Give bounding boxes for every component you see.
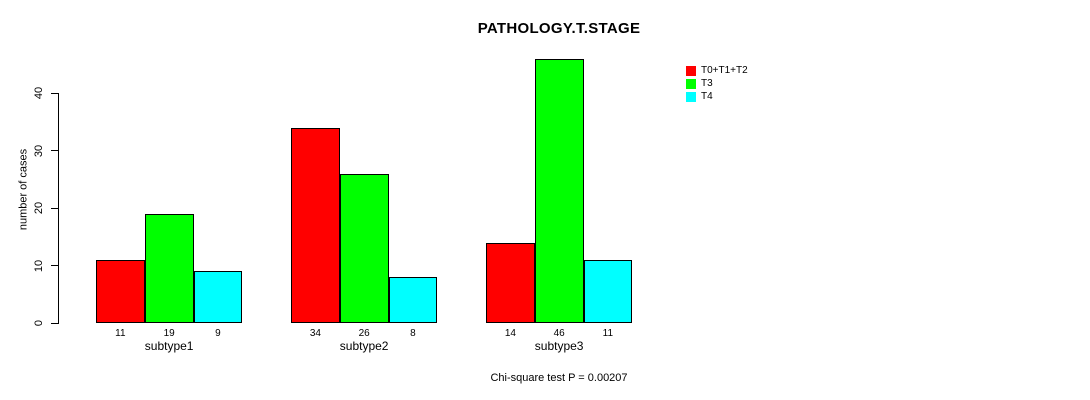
footnote: Chi-square test P = 0.00207 <box>490 372 628 384</box>
bar <box>583 259 633 323</box>
legend-swatch <box>686 65 696 76</box>
legend-label: T0+T1+T2 <box>701 65 748 76</box>
bar <box>144 213 194 323</box>
x-category-label: subtype3 <box>534 339 584 353</box>
bar-value-label: 46 <box>553 328 565 339</box>
chart-title: PATHOLOGY.T.STAGE <box>477 20 641 37</box>
y-axis-tick <box>51 150 58 151</box>
bar <box>388 277 438 323</box>
x-category-label: subtype2 <box>339 339 389 353</box>
y-axis-tick <box>51 322 58 324</box>
bar-value-label: 26 <box>358 328 370 339</box>
legend-item: T0+T1+T2 <box>686 64 748 77</box>
legend-label: T3 <box>701 78 713 89</box>
bar <box>534 58 584 323</box>
y-axis-line <box>58 93 59 324</box>
bar <box>291 127 340 323</box>
bar-value-label: 8 <box>410 328 416 339</box>
bar <box>339 173 389 323</box>
legend: T0+T1+T2 T3 T4 <box>686 64 748 103</box>
legend-item: T4 <box>686 90 748 103</box>
y-axis-tick-label: 30 <box>33 144 45 157</box>
bar-value-label: 14 <box>504 328 516 339</box>
y-axis-tick-label: 10 <box>33 259 45 272</box>
bar <box>193 271 243 323</box>
bar-value-label: 19 <box>163 328 175 339</box>
legend-swatch <box>686 91 696 102</box>
bar-value-label: 34 <box>309 328 321 339</box>
y-axis-tick-label: 20 <box>33 201 45 215</box>
legend-item: T3 <box>686 77 748 90</box>
y-axis-tick <box>51 92 58 94</box>
y-axis-tick <box>51 265 58 266</box>
bar <box>486 242 535 323</box>
y-axis-tick-label: 0 <box>33 319 45 327</box>
y-axis-title: number of cases <box>17 148 30 231</box>
legend-swatch <box>686 78 696 89</box>
bar-value-label: 9 <box>215 328 221 339</box>
bar <box>96 259 145 323</box>
legend-label: T4 <box>701 91 713 102</box>
y-axis-tick <box>51 207 58 209</box>
x-category-label: subtype1 <box>144 339 194 353</box>
y-axis-tick-label: 40 <box>33 86 45 100</box>
bar-value-label: 11 <box>115 328 126 339</box>
bar-value-label: 11 <box>602 328 614 339</box>
